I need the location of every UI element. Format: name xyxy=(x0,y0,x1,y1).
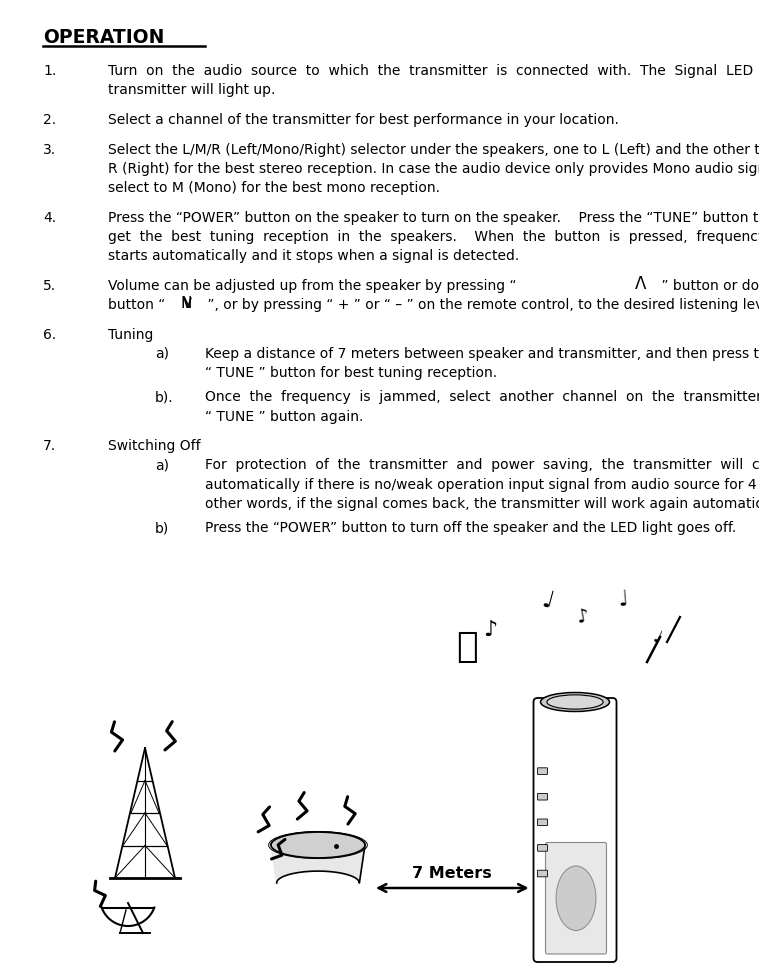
Text: a): a) xyxy=(155,347,169,361)
Ellipse shape xyxy=(556,866,596,930)
Text: 𝄞: 𝄞 xyxy=(456,630,478,664)
Text: OPERATION: OPERATION xyxy=(43,28,165,47)
Text: 7 Meters: 7 Meters xyxy=(412,866,492,881)
Text: 5.: 5. xyxy=(43,278,56,293)
Text: Turn  on  the  audio  source  to  which  the  transmitter  is  connected  with. : Turn on the audio source to which the tr… xyxy=(108,64,759,78)
Text: For  protection  of  the  transmitter  and  power  saving,  the  transmitter  wi: For protection of the transmitter and po… xyxy=(205,459,759,472)
Text: Tuning: Tuning xyxy=(108,327,153,342)
Text: Select a channel of the transmitter for best performance in your location.: Select a channel of the transmitter for … xyxy=(108,113,619,126)
Text: ∨: ∨ xyxy=(181,294,194,312)
Text: 6.: 6. xyxy=(43,327,56,342)
Text: b).: b). xyxy=(155,390,174,405)
Text: Once  the  frequency  is  jammed,  select  another  channel  on  the  transmitte: Once the frequency is jammed, select ano… xyxy=(205,390,759,405)
Text: 3.: 3. xyxy=(43,143,56,157)
Text: other words, if the signal comes back, the transmitter will work again automatic: other words, if the signal comes back, t… xyxy=(205,497,759,511)
FancyBboxPatch shape xyxy=(534,698,616,962)
Text: ♩: ♩ xyxy=(539,588,556,614)
Text: Ν: Ν xyxy=(181,296,192,311)
Text: Press the “POWER” button to turn off the speaker and the LED light goes off.: Press the “POWER” button to turn off the… xyxy=(205,521,736,535)
Text: Λ: Λ xyxy=(635,274,647,293)
Text: a): a) xyxy=(155,459,169,472)
Text: get  the  best  tuning  reception  in  the  speakers.    When  the  button  is  : get the best tuning reception in the spe… xyxy=(108,230,759,244)
Text: ”, or by pressing “ + ” or “ – ” on the remote control, to the desired listening: ”, or by pressing “ + ” or “ – ” on the … xyxy=(203,298,759,312)
Text: ♩: ♩ xyxy=(650,627,664,647)
Text: ♪: ♪ xyxy=(483,620,497,640)
Text: select to M (Mono) for the best mono reception.: select to M (Mono) for the best mono rec… xyxy=(108,181,440,195)
FancyBboxPatch shape xyxy=(537,870,547,877)
FancyBboxPatch shape xyxy=(537,767,547,774)
Text: 4.: 4. xyxy=(43,211,56,224)
FancyBboxPatch shape xyxy=(537,819,547,825)
FancyBboxPatch shape xyxy=(546,843,606,954)
Ellipse shape xyxy=(547,695,603,710)
Text: ” button or down by pressing the: ” button or down by pressing the xyxy=(657,278,759,293)
Text: Switching Off: Switching Off xyxy=(108,439,200,453)
Text: “ TUNE ” button for best tuning reception.: “ TUNE ” button for best tuning receptio… xyxy=(205,367,497,380)
FancyBboxPatch shape xyxy=(537,794,547,800)
Text: Volume can be adjusted up from the speaker by pressing “: Volume can be adjusted up from the speak… xyxy=(108,278,521,293)
Text: R (Right) for the best stereo reception. In case the audio device only provides : R (Right) for the best stereo reception.… xyxy=(108,162,759,175)
Text: 7.: 7. xyxy=(43,439,56,453)
Polygon shape xyxy=(271,832,365,883)
Text: “ TUNE ” button again.: “ TUNE ” button again. xyxy=(205,410,364,423)
Text: Keep a distance of 7 meters between speaker and transmitter, and then press the : Keep a distance of 7 meters between spea… xyxy=(205,347,759,361)
Text: ♩: ♩ xyxy=(617,589,629,610)
Text: 2.: 2. xyxy=(43,113,56,126)
Text: Press the “POWER” button on the speaker to turn on the speaker.    Press the “TU: Press the “POWER” button on the speaker … xyxy=(108,211,759,224)
Text: 1.: 1. xyxy=(43,64,56,78)
Text: button “: button “ xyxy=(108,298,169,312)
Text: starts automatically and it stops when a signal is detected.: starts automatically and it stops when a… xyxy=(108,249,519,263)
Text: transmitter will light up.: transmitter will light up. xyxy=(108,83,276,97)
Text: Select the L/M/R (Left/Mono/Right) selector under the speakers, one to L (Left) : Select the L/M/R (Left/Mono/Right) selec… xyxy=(108,143,759,157)
Text: ♪: ♪ xyxy=(575,606,591,627)
Ellipse shape xyxy=(540,693,609,711)
Text: automatically if there is no/weak operation input signal from audio source for 4: automatically if there is no/weak operat… xyxy=(205,477,759,492)
Ellipse shape xyxy=(271,832,365,858)
FancyBboxPatch shape xyxy=(537,845,547,852)
Text: b): b) xyxy=(155,521,169,535)
